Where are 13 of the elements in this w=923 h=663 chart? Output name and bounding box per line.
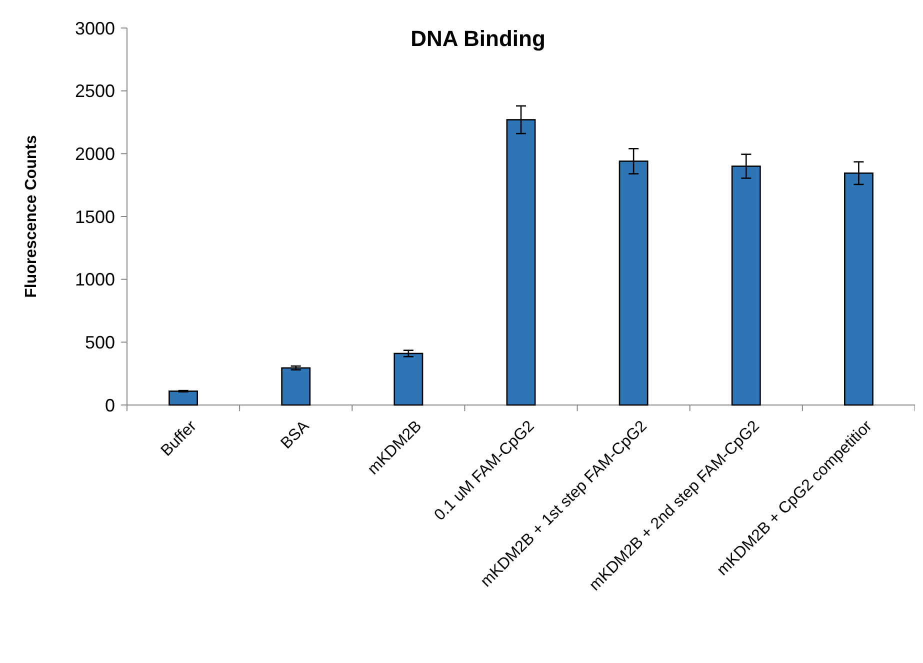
y-tick-label: 500 bbox=[84, 332, 115, 352]
x-tick-label: BSA bbox=[278, 417, 313, 452]
y-axis-title: Fluorescence Counts bbox=[23, 135, 40, 298]
bar bbox=[281, 367, 311, 406]
y-tick-label: 0 bbox=[104, 395, 115, 416]
y-tick-label: 1500 bbox=[74, 206, 115, 227]
y-tick-label: 1000 bbox=[74, 270, 115, 290]
chart-title: DNA Binding bbox=[410, 26, 546, 51]
y-tick-label: 2000 bbox=[74, 144, 115, 164]
bar bbox=[394, 352, 424, 406]
y-tick-label: 2500 bbox=[74, 81, 115, 102]
bar bbox=[168, 390, 198, 406]
y-tick-label: 3000 bbox=[74, 18, 115, 38]
